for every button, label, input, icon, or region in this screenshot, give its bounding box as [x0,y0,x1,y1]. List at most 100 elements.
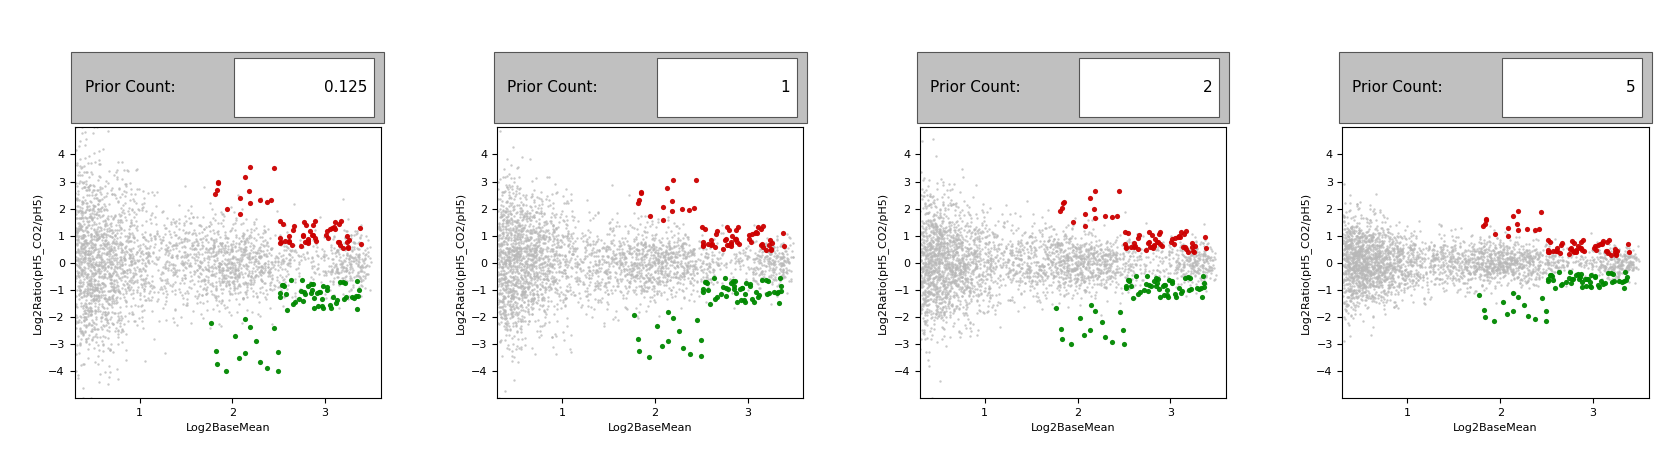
Point [139,308,166,315]
Point [1427,222,1453,229]
Point [1082,272,1109,279]
Point [925,263,951,271]
Point [635,288,661,295]
Point [1496,261,1523,268]
Point [1362,264,1389,272]
Point [1080,244,1107,251]
Point [66,341,93,348]
Point [762,257,789,264]
Point [613,266,640,273]
Point [152,225,179,232]
Point [722,226,749,233]
Point [212,228,239,235]
Point [214,260,240,268]
Point [1115,276,1142,283]
Point [1357,271,1384,278]
Point [1037,233,1064,240]
Point [93,270,119,278]
Point [1075,263,1102,270]
Point [940,267,966,274]
Point [1563,247,1589,254]
Point [920,227,946,234]
Point [1345,265,1372,273]
Point [949,256,976,263]
Point [1107,251,1133,258]
Point [1385,258,1412,266]
Point [1437,255,1463,263]
Point [530,263,557,271]
Point [328,267,355,274]
Point [1110,255,1137,263]
Point [1097,264,1123,272]
Point [989,275,1016,283]
Point [116,246,143,253]
Point [204,187,230,194]
Point [1511,301,1538,308]
Point [1153,286,1180,293]
Point [494,206,520,213]
Point [98,313,124,321]
Point [1344,233,1370,240]
Point [225,243,252,251]
Point [348,240,374,248]
Point [593,283,620,290]
Point [910,219,936,227]
Point [1355,269,1382,276]
Point [669,269,696,277]
Point [940,271,966,278]
Point [320,280,346,287]
Point [1352,254,1379,261]
Point [658,273,684,280]
Point [1329,269,1355,277]
Point [633,262,659,269]
Point [1367,288,1394,295]
Point [631,239,658,247]
Point [645,278,671,286]
Point [1011,270,1037,277]
Point [577,228,603,236]
Point [272,238,298,245]
Point [686,257,713,264]
Point [699,269,726,276]
Point [139,284,166,291]
Point [1460,261,1486,268]
Point [121,269,147,276]
Point [958,258,984,266]
Point [918,237,944,244]
Point [184,239,210,247]
Point [510,282,537,289]
Point [81,194,108,202]
Point [529,209,555,217]
Point [1163,269,1190,276]
Point [626,259,653,267]
Point [944,272,971,279]
Point [152,316,179,324]
Point [1425,257,1452,264]
Point [1486,243,1513,251]
Point [696,268,722,275]
Point [494,321,520,329]
Point [1486,268,1513,275]
Point [1470,263,1496,270]
Point [1087,311,1114,318]
Point [1016,263,1042,270]
Point [742,256,769,263]
Point [522,208,548,215]
Point [633,242,659,249]
Point [1362,282,1389,289]
Point [926,313,953,320]
Point [263,276,290,283]
Point [514,268,540,275]
Point [560,230,587,237]
Point [133,250,159,257]
Point [220,208,247,215]
Point [103,167,129,174]
Point [933,280,959,288]
Point [953,311,979,318]
Point [99,233,126,241]
Point [326,245,353,252]
Point [1566,262,1592,269]
Point [104,230,131,237]
Point [535,298,562,305]
Point [1075,228,1102,235]
